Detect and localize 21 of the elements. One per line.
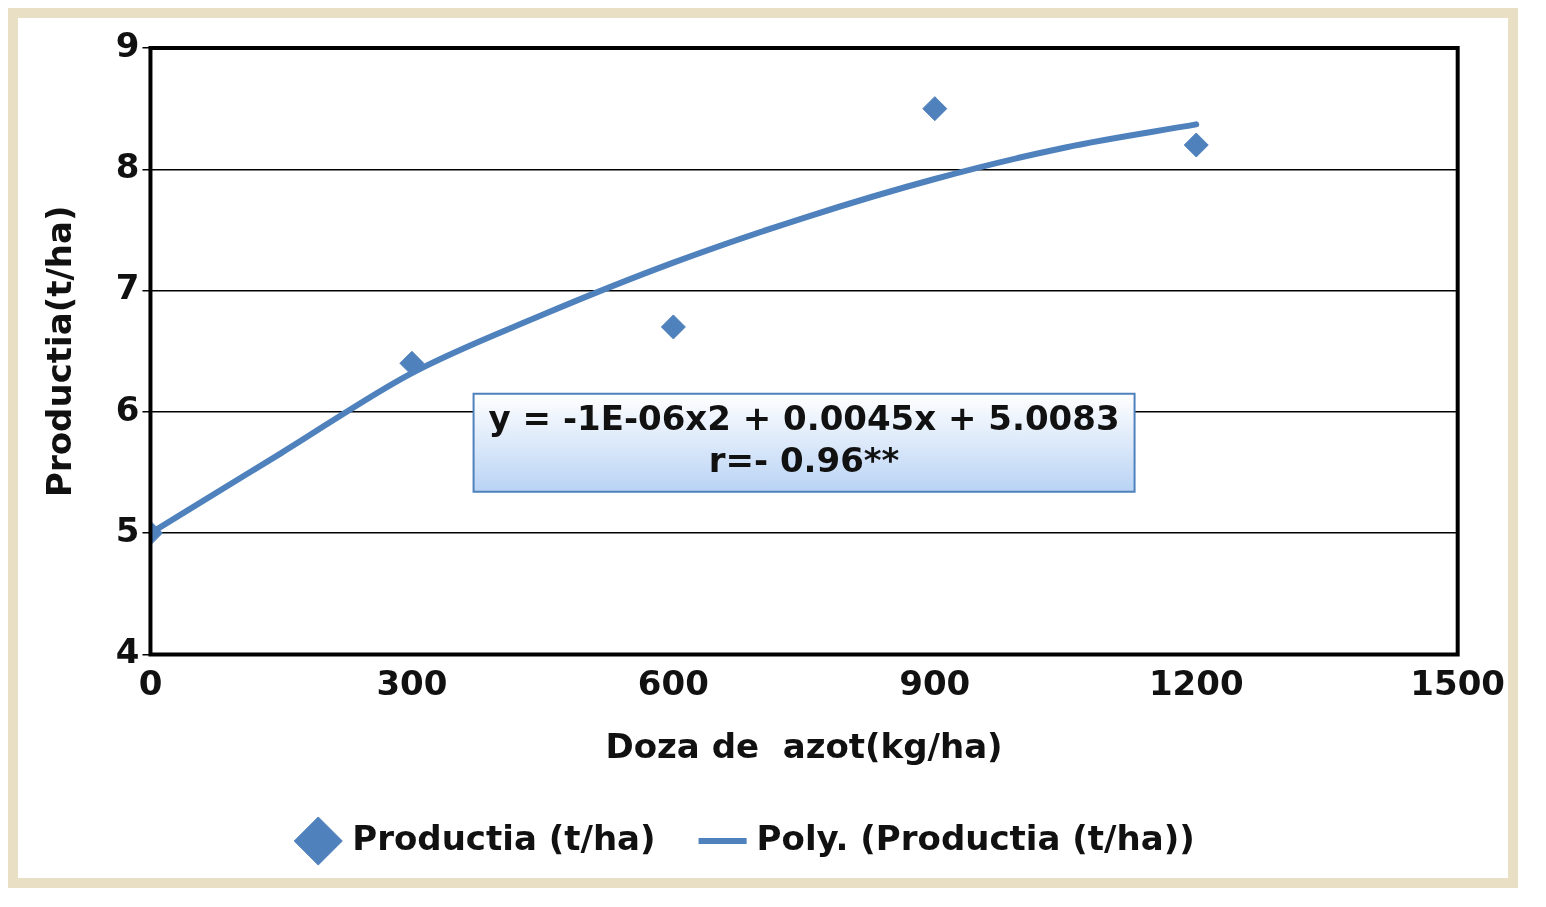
y-tick-label: 8 bbox=[115, 146, 140, 187]
point bbox=[922, 96, 948, 122]
y-tick-label: 7 bbox=[115, 267, 140, 308]
x-tick-label: 300 bbox=[376, 662, 448, 703]
x-tick-label: 900 bbox=[899, 662, 971, 703]
annotation: r=- 0.96** bbox=[708, 440, 900, 481]
y-tick-label: 4 bbox=[115, 631, 140, 672]
y-tick-label: 9 bbox=[115, 24, 140, 65]
legend-label: Productia (t/ha) bbox=[352, 817, 656, 858]
y-tick-label: 5 bbox=[115, 509, 140, 550]
y-tick-label: 6 bbox=[115, 388, 140, 429]
annotation: y = -1E-06x2 + 0.0045x + 5.0083 bbox=[488, 398, 1120, 439]
x-tick-label: 1500 bbox=[1410, 662, 1506, 703]
x-axis-title: Doza de azot(kg/ha) bbox=[605, 726, 1003, 767]
x-tick-label: 1200 bbox=[1148, 662, 1244, 703]
y-axis-title: Productia(t/ha) bbox=[39, 205, 80, 497]
x-tick-label: 0 bbox=[138, 662, 163, 703]
legend-label: Poly. (Productia (t/ha)) bbox=[756, 817, 1195, 858]
point bbox=[1183, 132, 1209, 158]
x-tick-label: 600 bbox=[637, 662, 709, 703]
point bbox=[660, 314, 686, 340]
